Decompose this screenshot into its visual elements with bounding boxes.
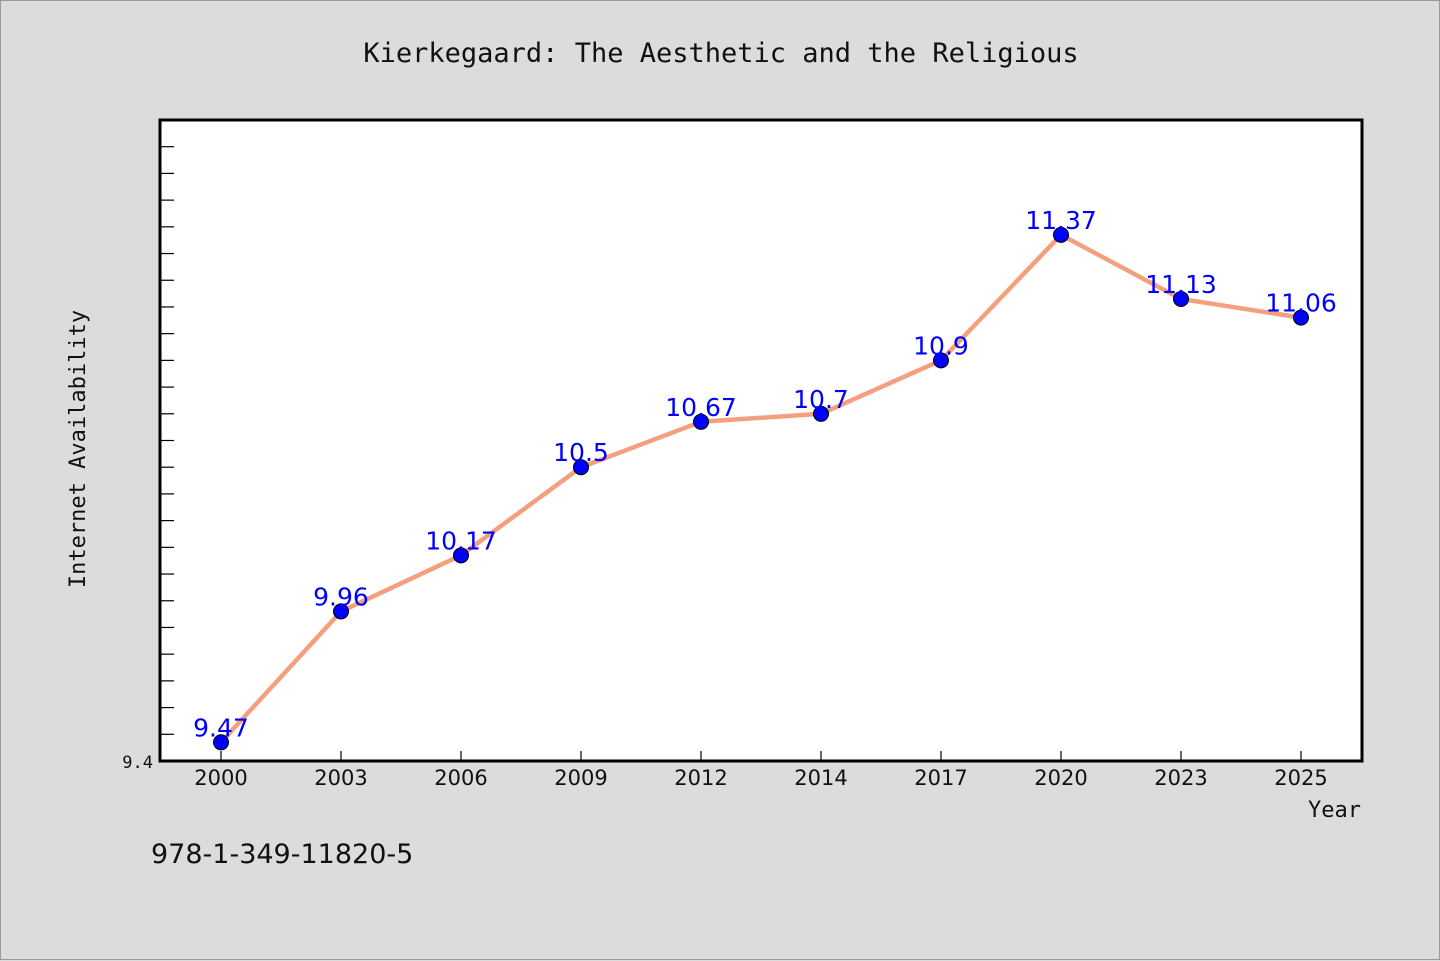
data-label: 11.13 (1145, 270, 1217, 299)
series-line (219, 232, 1302, 744)
series-markers (213, 226, 1309, 751)
x-tick-label: 2014 (794, 766, 847, 790)
data-point (453, 547, 469, 564)
data-label: 10.9 (913, 331, 969, 360)
x-tick-label: 2017 (914, 766, 967, 790)
plot-area (158, 118, 1364, 763)
x-tick-label: 2023 (1154, 766, 1207, 790)
isbn-text: 978-1-349-11820-5 (151, 839, 413, 870)
y-tick-label: 9.4 (122, 753, 153, 773)
data-point (333, 603, 349, 620)
chart-title: Kierkegaard: The Aesthetic and the Relig… (363, 38, 1078, 69)
data-label: 11.06 (1265, 289, 1337, 318)
data-label: 9.96 (313, 582, 369, 611)
data-point (933, 352, 949, 369)
x-tick-label: 2006 (434, 766, 487, 790)
x-tick-label: 2012 (674, 766, 727, 790)
data-point (1053, 226, 1069, 243)
x-tick-label: 2020 (1034, 766, 1087, 790)
data-point (1293, 309, 1309, 326)
data-labels: 9.47 9.96 10.17 10.5 10.67 10.7 10.9 11.37 11.13… (193, 206, 1337, 742)
data-label: 10.67 (665, 393, 737, 422)
data-label: 11.37 (1025, 206, 1097, 235)
data-label: 10.5 (553, 438, 609, 467)
x-tick-label: 2003 (314, 766, 367, 790)
x-axis-label: Year (1308, 798, 1361, 823)
x-tick-label: 2025 (1274, 766, 1327, 790)
data-label: 10.7 (793, 385, 849, 414)
y-axis-ticks (160, 146, 174, 735)
data-point (813, 405, 829, 422)
y-axis-label: Internet Availability (66, 310, 91, 588)
x-tick-label: 2000 (194, 766, 247, 790)
data-point (573, 459, 589, 476)
x-tick-label: 2009 (554, 766, 607, 790)
data-point (693, 413, 709, 430)
data-point (213, 734, 229, 751)
data-label: 9.47 (193, 713, 249, 742)
data-label: 10.17 (425, 526, 497, 555)
series-line-group (219, 232, 1302, 744)
data-point (1173, 290, 1189, 307)
x-axis-ticks: 2000 2003 2006 2009 2012 2014 2017 2020 2023 2025 (194, 751, 1328, 790)
